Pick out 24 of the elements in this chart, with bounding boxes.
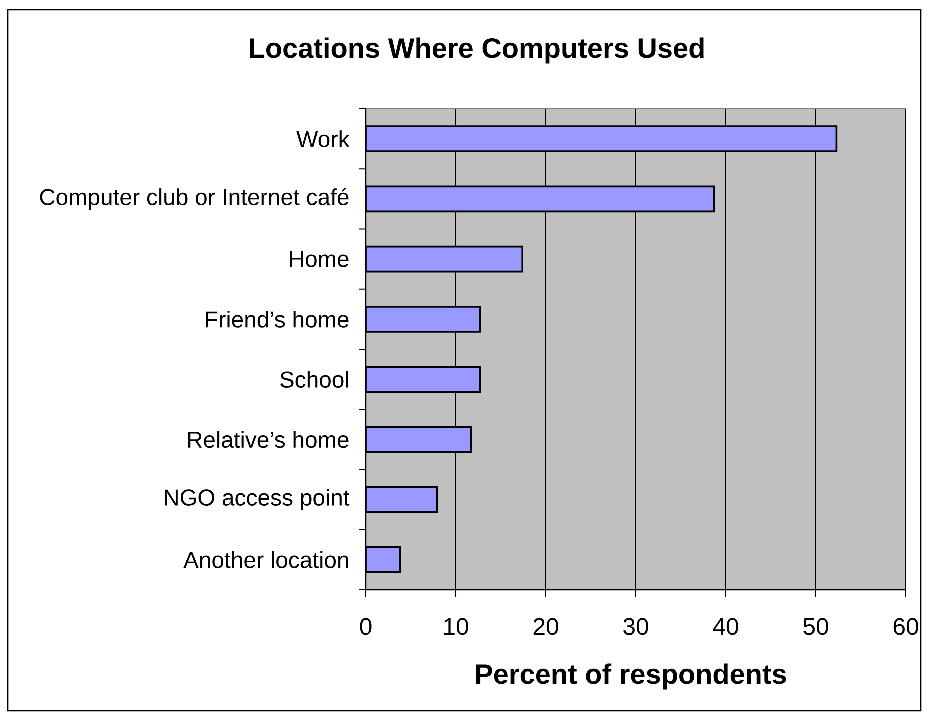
bar: [366, 306, 482, 333]
x-tick-label: 40: [713, 618, 738, 636]
y-tick-label: Relative’s home: [188, 431, 349, 448]
y-tick-label: Another location: [184, 551, 348, 568]
y-tick-label: Computer club or Internet café: [40, 188, 349, 210]
x-tick-label: 50: [804, 618, 828, 636]
y-tick-label: Friend’s home: [206, 310, 349, 328]
bar: [366, 246, 524, 273]
y-tick-label: Home: [290, 251, 349, 268]
x-axis-title: Percent of respondents: [476, 664, 786, 690]
y-tick-label: NGO access point: [165, 489, 350, 511]
bar: [366, 186, 716, 213]
bar: [366, 426, 472, 454]
chart-title: Locations Where Computers Used: [250, 38, 704, 64]
x-tick-label: 10: [444, 618, 468, 636]
y-tick-label: School: [280, 371, 348, 388]
x-tick-label: 20: [534, 618, 558, 636]
bar: [366, 126, 838, 152]
x-tick-label: 30: [624, 618, 648, 636]
bar: [366, 486, 438, 514]
x-tick-label: 60: [894, 618, 918, 636]
bar: [366, 366, 482, 393]
y-tick-label: Work: [296, 130, 350, 148]
x-tick-label: 0: [360, 618, 372, 636]
